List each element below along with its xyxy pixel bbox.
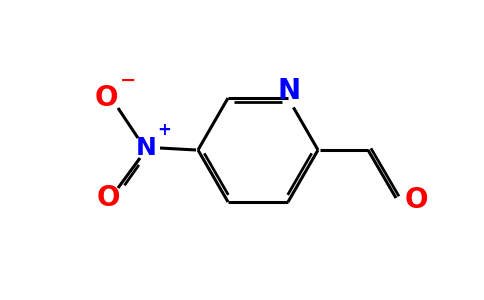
Text: +: +: [157, 121, 171, 139]
Text: −: −: [120, 70, 136, 89]
Text: O: O: [94, 84, 118, 112]
Text: N: N: [277, 77, 301, 105]
Text: N: N: [136, 136, 156, 160]
Text: O: O: [96, 184, 120, 212]
Text: O: O: [404, 186, 428, 214]
